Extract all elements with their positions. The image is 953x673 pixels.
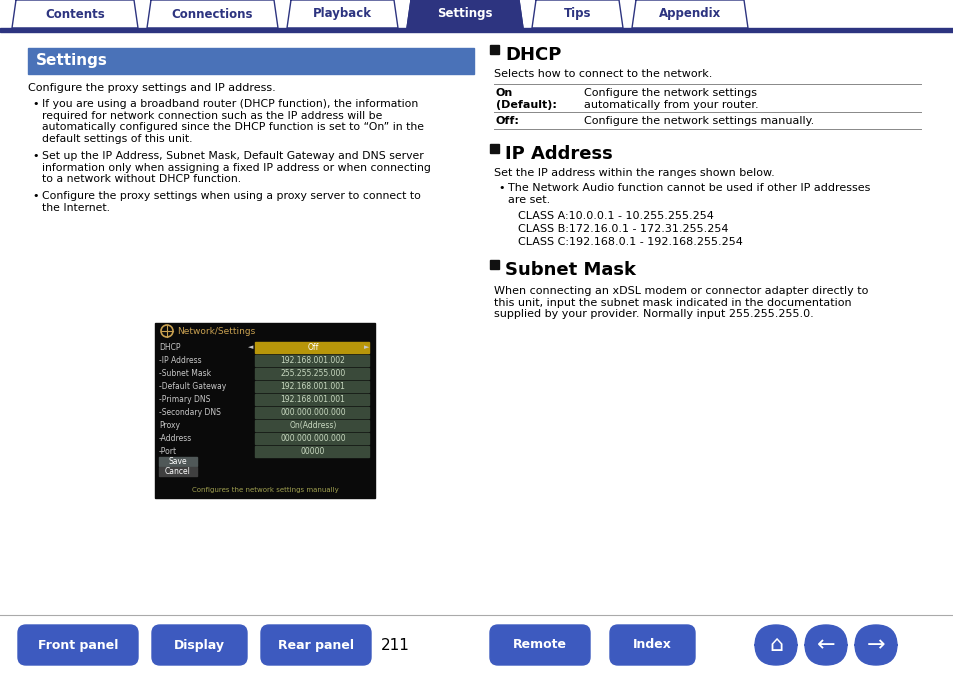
Bar: [254, 394, 369, 405]
Text: Off:: Off:: [496, 116, 519, 126]
Polygon shape: [631, 0, 747, 28]
Text: Playback: Playback: [313, 7, 372, 20]
Text: Contents: Contents: [45, 7, 105, 20]
Text: 192.168.001.001: 192.168.001.001: [280, 395, 345, 404]
Text: 000.000.000.000: 000.000.000.000: [280, 434, 345, 443]
Text: -Default Gateway: -Default Gateway: [159, 382, 226, 391]
Text: Configure the network settings
automatically from your router.: Configure the network settings automatic…: [583, 88, 758, 110]
Text: Cancel: Cancel: [165, 467, 191, 476]
Bar: [490, 144, 498, 153]
Text: ◄: ◄: [248, 345, 253, 351]
Bar: [0, 28, 953, 32]
Bar: [159, 457, 196, 466]
Text: When connecting an xDSL modem or connector adapter directly to
this unit, input : When connecting an xDSL modem or connect…: [494, 286, 867, 319]
Text: Subnet Mask: Subnet Mask: [504, 261, 636, 279]
Polygon shape: [407, 0, 522, 28]
Text: CLASS B:172.16.0.1 - 172.31.255.254: CLASS B:172.16.0.1 - 172.31.255.254: [517, 224, 728, 234]
Text: CLASS A:10.0.0.1 - 10.255.255.254: CLASS A:10.0.0.1 - 10.255.255.254: [517, 211, 713, 221]
Text: Off: Off: [307, 343, 318, 352]
Text: •: •: [32, 151, 38, 161]
Text: ⌂: ⌂: [768, 635, 782, 655]
FancyBboxPatch shape: [490, 625, 589, 665]
Text: On
(Default):: On (Default):: [496, 88, 557, 110]
Text: →: →: [865, 635, 884, 655]
Text: 192.168.001.002: 192.168.001.002: [280, 356, 345, 365]
Bar: [254, 381, 369, 392]
Text: -Primary DNS: -Primary DNS: [159, 395, 211, 404]
Text: DHCP: DHCP: [159, 343, 180, 352]
Polygon shape: [287, 0, 397, 28]
Text: ←: ←: [816, 635, 835, 655]
Bar: [159, 467, 196, 476]
FancyBboxPatch shape: [609, 625, 695, 665]
Text: Rear panel: Rear panel: [277, 639, 354, 651]
Text: Save: Save: [169, 457, 187, 466]
FancyBboxPatch shape: [152, 625, 247, 665]
Bar: [254, 342, 369, 353]
Bar: [254, 420, 369, 431]
Polygon shape: [12, 0, 138, 28]
Text: Set the IP address within the ranges shown below.: Set the IP address within the ranges sho…: [494, 168, 774, 178]
Bar: [490, 45, 498, 54]
Text: Configures the network settings manually: Configures the network settings manually: [192, 487, 338, 493]
Text: 211: 211: [380, 637, 409, 653]
Text: -IP Address: -IP Address: [159, 356, 201, 365]
Text: •: •: [32, 191, 38, 201]
Text: Configure the network settings manually.: Configure the network settings manually.: [583, 116, 814, 126]
Bar: [490, 260, 498, 269]
Text: Index: Index: [633, 639, 671, 651]
Text: Display: Display: [173, 639, 225, 651]
FancyBboxPatch shape: [754, 625, 796, 665]
Text: IP Address: IP Address: [504, 145, 612, 163]
Bar: [254, 446, 369, 457]
Text: Configure the proxy settings when using a proxy server to connect to
the Interne: Configure the proxy settings when using …: [42, 191, 420, 213]
Text: 255.255.255.000: 255.255.255.000: [280, 369, 345, 378]
Text: -Address: -Address: [159, 434, 193, 443]
Text: Appendix: Appendix: [659, 7, 720, 20]
Bar: [254, 433, 369, 444]
Polygon shape: [147, 0, 277, 28]
FancyBboxPatch shape: [261, 625, 371, 665]
Bar: [28, 48, 474, 74]
Text: Front panel: Front panel: [38, 639, 118, 651]
Text: -Secondary DNS: -Secondary DNS: [159, 408, 221, 417]
Text: If you are using a broadband router (DHCP function), the information
required fo: If you are using a broadband router (DHC…: [42, 99, 423, 144]
Text: •: •: [32, 99, 38, 109]
Polygon shape: [532, 0, 622, 28]
Text: Proxy: Proxy: [159, 421, 180, 430]
Text: 192.168.001.001: 192.168.001.001: [280, 382, 345, 391]
Text: 00000: 00000: [300, 447, 325, 456]
Text: ►: ►: [363, 345, 369, 351]
Text: On(Address): On(Address): [289, 421, 336, 430]
Text: 000.000.000.000: 000.000.000.000: [280, 408, 345, 417]
FancyBboxPatch shape: [18, 625, 138, 665]
Text: Selects how to connect to the network.: Selects how to connect to the network.: [494, 69, 712, 79]
Text: The Network Audio function cannot be used if other IP addresses
are set.: The Network Audio function cannot be use…: [507, 183, 869, 205]
Bar: [254, 407, 369, 418]
Text: -Port: -Port: [159, 447, 177, 456]
Bar: [154, 323, 375, 498]
Text: Set up the IP Address, Subnet Mask, Default Gateway and DNS server
information o: Set up the IP Address, Subnet Mask, Defa…: [42, 151, 431, 184]
Text: Tips: Tips: [563, 7, 591, 20]
Text: Network/Settings: Network/Settings: [177, 326, 255, 336]
Text: Connections: Connections: [172, 7, 253, 20]
FancyBboxPatch shape: [804, 625, 846, 665]
Text: •: •: [497, 183, 504, 193]
Text: Settings: Settings: [36, 53, 108, 69]
FancyBboxPatch shape: [854, 625, 896, 665]
Bar: [254, 355, 369, 366]
Text: Configure the proxy settings and IP address.: Configure the proxy settings and IP addr…: [28, 83, 275, 93]
Text: -Subnet Mask: -Subnet Mask: [159, 369, 211, 378]
Text: Remote: Remote: [513, 639, 566, 651]
Text: Settings: Settings: [436, 7, 493, 20]
Text: CLASS C:192.168.0.1 - 192.168.255.254: CLASS C:192.168.0.1 - 192.168.255.254: [517, 237, 742, 247]
Bar: [254, 368, 369, 379]
Text: DHCP: DHCP: [504, 46, 560, 64]
